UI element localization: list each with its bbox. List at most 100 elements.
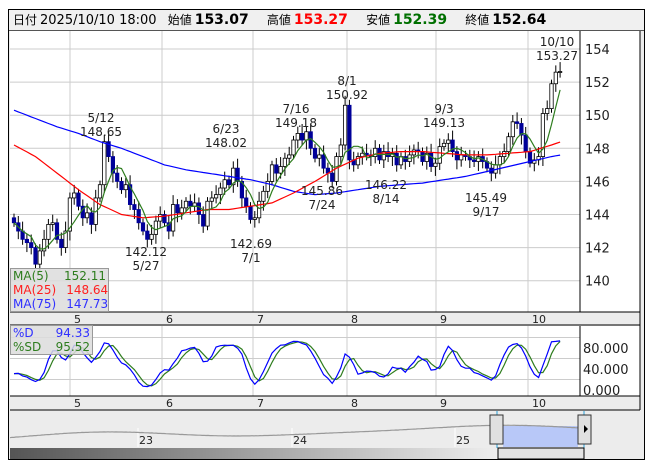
candle	[196, 202, 201, 215]
annotation-high: 5/12 148.65	[80, 111, 122, 139]
navigator-scrollbar-track[interactable]	[10, 448, 498, 459]
candle	[149, 233, 154, 240]
candle	[153, 220, 158, 235]
high-value: 153.27	[293, 12, 348, 28]
navigator-year-label: 25	[456, 434, 470, 447]
candle	[162, 214, 167, 224]
candle	[373, 147, 378, 157]
candle	[454, 151, 460, 161]
candle	[437, 146, 442, 164]
navigator-year-label: 23	[139, 434, 153, 447]
candle	[226, 179, 232, 186]
pct-d-line	[13, 340, 561, 388]
ma5-line	[13, 89, 561, 250]
candle	[497, 156, 503, 166]
legend-ma5: MA(5) 152.11	[13, 269, 106, 283]
candle	[424, 152, 429, 162]
right-arrow-icon	[584, 425, 588, 433]
navigator-scrollbar-thumb[interactable]	[497, 447, 585, 460]
navigator-handle[interactable]	[489, 414, 504, 445]
candle	[519, 123, 524, 136]
navigator-selection	[503, 426, 578, 447]
candle	[132, 204, 137, 210]
price-tick-label: 152	[585, 76, 610, 91]
candle	[29, 242, 34, 248]
candle	[235, 167, 240, 182]
candle	[140, 222, 146, 232]
candle	[317, 154, 322, 159]
month-tick-label: 7	[257, 397, 264, 410]
navigator-history-line	[9, 424, 578, 439]
price-axis-area	[580, 31, 640, 312]
candle	[252, 217, 257, 220]
oscillator-tick-label: 80.000	[583, 342, 629, 357]
candle	[256, 200, 262, 219]
candle	[532, 159, 537, 164]
candle	[239, 180, 244, 199]
candle	[72, 192, 77, 199]
legend-ma75: MA(75) 147.73	[13, 297, 109, 311]
open-label: 始値	[167, 13, 192, 27]
candle	[278, 166, 283, 174]
candle	[433, 162, 438, 167]
candle	[54, 222, 60, 240]
candle	[545, 108, 550, 114]
candle	[360, 152, 365, 157]
candle	[213, 194, 219, 199]
annotation-high: 7/16 149.18	[275, 102, 317, 130]
candle	[127, 184, 133, 205]
candle	[381, 151, 386, 161]
candle	[265, 180, 270, 192]
candle	[115, 172, 120, 182]
candle	[321, 154, 326, 169]
price-tick-label: 150	[585, 109, 610, 124]
candle	[540, 113, 546, 157]
candle	[119, 180, 124, 191]
month-tick-label: 9	[440, 313, 447, 326]
candle	[175, 204, 180, 214]
annotation-high: 8/1 150.92	[326, 74, 368, 102]
candle	[446, 139, 451, 144]
candle	[428, 152, 434, 167]
close-value: 152.64	[492, 12, 547, 28]
month-tick-label: 6	[166, 313, 173, 326]
candle	[244, 197, 249, 207]
candle	[558, 71, 563, 73]
month-tick-label: 5	[74, 397, 81, 410]
candle	[158, 214, 163, 222]
candle	[209, 197, 214, 202]
low-label: 安値	[366, 13, 391, 27]
month-tick-label: 8	[351, 313, 358, 326]
candle	[123, 184, 128, 191]
month-tick-label: 5	[74, 313, 81, 326]
candle	[471, 159, 477, 162]
ma25-line	[13, 141, 561, 219]
candle	[269, 164, 275, 182]
candle	[85, 212, 90, 219]
pct-sd-line	[13, 340, 561, 387]
month-tick-label: 8	[351, 397, 358, 410]
candle	[291, 139, 296, 156]
candle	[355, 156, 361, 166]
oscillator-tick-label: 0.000	[583, 384, 620, 399]
date-label: 日付	[13, 13, 38, 27]
candle	[312, 147, 318, 159]
ohlc-header: 日付 2025/10/10 18:00 始値 153.07 高値 153.27 安値 1…	[9, 10, 644, 31]
price-tick-label: 146	[585, 175, 610, 190]
candle	[553, 71, 558, 85]
candle	[50, 222, 55, 225]
candle	[11, 217, 17, 224]
price-tick-label: 140	[585, 275, 610, 290]
candle	[201, 214, 206, 227]
legend-pct-d: %D 94.33	[13, 326, 90, 340]
candle	[46, 224, 51, 240]
candle	[67, 197, 72, 232]
candle	[549, 83, 554, 109]
candle	[398, 156, 404, 166]
candle	[218, 187, 223, 196]
ma-legend: MA(5) 152.11 MA(25) 148.64 MA(75) 147.73	[10, 268, 109, 312]
candle	[166, 222, 171, 232]
candle	[102, 141, 107, 186]
annotation-low: 145.49 9/17	[465, 191, 507, 219]
